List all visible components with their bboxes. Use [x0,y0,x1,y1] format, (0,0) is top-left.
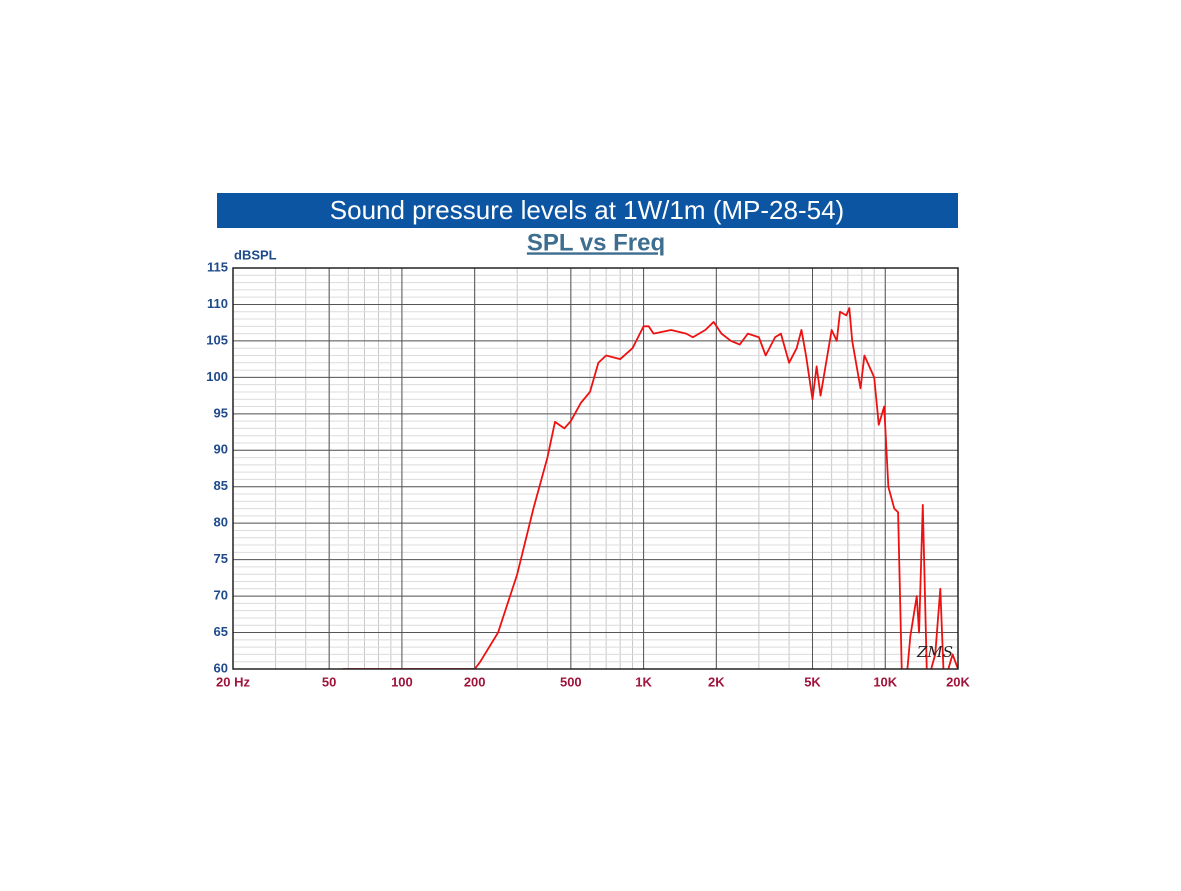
x-tick-label: 50 [322,674,336,689]
y-tick-label: 75 [214,551,228,566]
x-tick-label: 20 Hz [216,674,250,689]
plot-frame [232,267,959,670]
header-bar [217,193,958,228]
x-tick-label: 20K [946,674,970,689]
chart-title: SPL vs Freq [527,229,665,256]
signature: ZMS [916,643,953,661]
x-tick-label: 500 [560,674,582,689]
y-tick-label: 105 [206,332,228,347]
x-tick-label: 5K [804,674,821,689]
spl-line [342,307,958,669]
plot-area [342,307,958,669]
y-axis-label: dBSPL [234,247,277,262]
header-title: Sound pressure levels at 1W/1m (MP-28-54… [330,195,844,225]
y-tick-label: 80 [214,515,228,530]
y-tick-label: 60 [214,660,228,675]
y-tick-label: 95 [214,405,228,420]
x-tick-label: 100 [391,674,413,689]
y-tick-label: 65 [214,624,228,639]
y-tick-label: 70 [214,588,228,603]
y-tick-label: 90 [214,442,228,457]
y-tick-label: 110 [207,296,228,311]
y-tick-label: 115 [207,259,228,274]
y-tick-label: 85 [214,478,228,493]
x-tick-label: 2K [708,674,725,689]
x-tick-label: 1K [635,674,652,689]
x-tick-label: 200 [464,674,486,689]
x-tick-label: 10K [873,674,897,689]
grid [232,267,959,670]
y-tick-label: 100 [206,369,228,384]
